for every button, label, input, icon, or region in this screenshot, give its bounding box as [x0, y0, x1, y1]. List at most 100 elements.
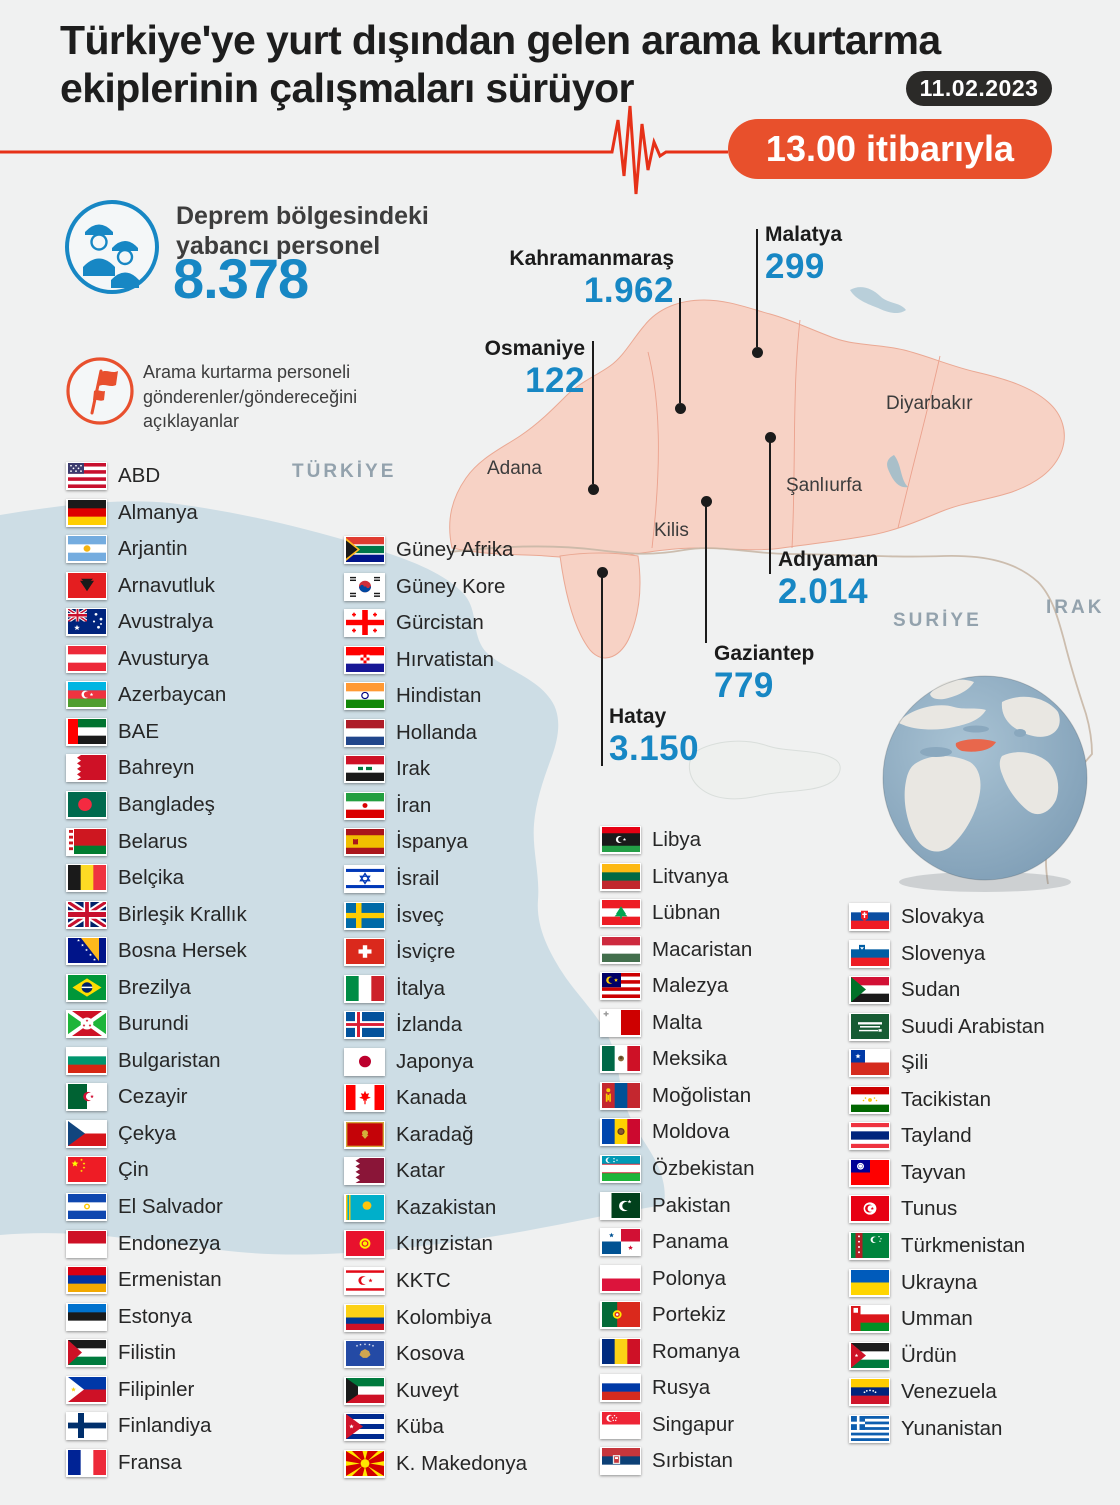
stat-label-line-2: yabancı personel: [176, 232, 381, 260]
globe-turkey-highlight: [955, 739, 996, 752]
flag-icon: [849, 975, 890, 1004]
flag-icon: [344, 864, 385, 893]
legend-line-2: gönderenler/göndereceğini: [143, 386, 358, 407]
country-label: İtalya: [396, 976, 445, 1000]
country-label: Karadağ: [396, 1122, 474, 1146]
flag-icon: [849, 1414, 890, 1443]
flag-icon: [344, 901, 385, 930]
flag-icon: [849, 1012, 890, 1041]
flag-icon: [600, 1154, 641, 1183]
country-label: İsrail: [396, 866, 440, 890]
country-row: Ermenistan: [66, 1261, 222, 1298]
city-callout-Hatay: Hatay 3.150: [609, 705, 699, 766]
flag-icon: [600, 1373, 641, 1402]
country-row: Romanya: [600, 1333, 740, 1370]
country-label: Kırgızistan: [396, 1231, 493, 1255]
flag-icon: [600, 1264, 641, 1293]
callout-dot: [764, 431, 776, 443]
flag-icon: [849, 1048, 890, 1077]
country-row: Belçika: [66, 859, 184, 896]
country-label: Slovenya: [901, 941, 986, 965]
flag-icon: [66, 1192, 107, 1221]
callout-city-name: Osmaniye: [484, 337, 585, 360]
country-label: Bahreyn: [118, 755, 195, 779]
callout-personnel-value: 122: [525, 361, 585, 401]
flag-icon: [600, 862, 641, 891]
country-row: Kazakistan: [344, 1189, 496, 1226]
flag-icon: [66, 1046, 107, 1075]
country-label: Avusturya: [118, 646, 209, 670]
callout-city-name: Malatya: [765, 223, 843, 246]
flag-icon: [66, 1009, 107, 1038]
country-label: Hollanda: [396, 720, 477, 744]
flag-icon: [849, 1268, 890, 1297]
country-row: Bahreyn: [66, 749, 194, 786]
country-row: Türkmenistan: [849, 1227, 1025, 1264]
country-label: İran: [396, 793, 432, 817]
country-label: Estonya: [118, 1304, 193, 1328]
flag-icon: [600, 1008, 641, 1037]
country-row: Bangladeş: [66, 786, 215, 823]
country-row: Kolombiya: [344, 1299, 492, 1336]
country-label: Irak: [396, 756, 431, 780]
country-row: Venezuela: [849, 1373, 997, 1410]
region-label-irak: IRAK: [1046, 597, 1105, 618]
country-row: Moğolistan: [600, 1077, 751, 1114]
country-row: Tayland: [849, 1117, 972, 1154]
country-label: Moğolistan: [652, 1083, 752, 1107]
country-label: El Salvador: [118, 1194, 223, 1218]
flag-icon: [600, 1446, 641, 1475]
flag-icon: [66, 680, 107, 709]
flag-icon: [344, 754, 385, 783]
country-label: Portekiz: [652, 1302, 727, 1326]
country-label: K. Makedonya: [396, 1451, 528, 1475]
country-label: Tunus: [901, 1196, 958, 1220]
flag-icon: [344, 1229, 385, 1258]
province-border: [647, 351, 659, 549]
country-label: Kanada: [396, 1085, 467, 1109]
country-row: K. Makedonya: [344, 1445, 527, 1482]
country-row: Avusturya: [66, 640, 209, 677]
flag-icon: [849, 1121, 890, 1150]
country-row: Azerbaycan: [66, 676, 226, 713]
callout-line: [601, 577, 603, 766]
callout-city-name: Adıyaman: [778, 548, 879, 571]
region-label-suriye: SURİYE: [893, 610, 982, 631]
date-badge: 11.02.2023: [906, 71, 1052, 106]
country-row: Meksika: [600, 1040, 727, 1077]
city-label-kilis: Kilis: [654, 520, 689, 541]
country-row: İtalya: [344, 970, 445, 1007]
lake-shape: [850, 287, 906, 314]
country-row: Birleşik Krallık: [66, 896, 247, 933]
flag-icon: [600, 935, 641, 964]
country-label: Küba: [396, 1414, 444, 1438]
flag-icon: [66, 461, 107, 490]
country-label: Tayland: [901, 1123, 972, 1147]
country-row: Portekiz: [600, 1296, 726, 1333]
flag-icon: [600, 1081, 641, 1110]
flag-icon: [849, 1085, 890, 1114]
country-label: İspanya: [396, 829, 468, 853]
country-label: İsveç: [396, 903, 444, 927]
flag-icon: [66, 936, 107, 965]
lake-shape: [887, 455, 908, 488]
flag-icon: [66, 1411, 107, 1440]
country-row: BAE: [66, 713, 159, 750]
country-row: Fransa: [66, 1444, 182, 1481]
flag-icon: [849, 1194, 890, 1223]
country-label: Şili: [901, 1050, 929, 1074]
flag-icon: [66, 607, 107, 636]
country-row: El Salvador: [66, 1188, 223, 1225]
country-row: İran: [344, 787, 431, 824]
flag-icon: [66, 717, 107, 746]
country-row: Sudan: [849, 971, 960, 1008]
country-row: Almanya: [66, 494, 198, 531]
flag-icon: [849, 902, 890, 931]
country-row: Irak: [344, 750, 430, 787]
flag-icon: [600, 898, 641, 927]
country-row: Rusya: [600, 1369, 710, 1406]
seismograph-pulse-icon: [0, 105, 728, 195]
hatay-region: [559, 552, 641, 659]
country-row: Panama: [600, 1223, 728, 1260]
